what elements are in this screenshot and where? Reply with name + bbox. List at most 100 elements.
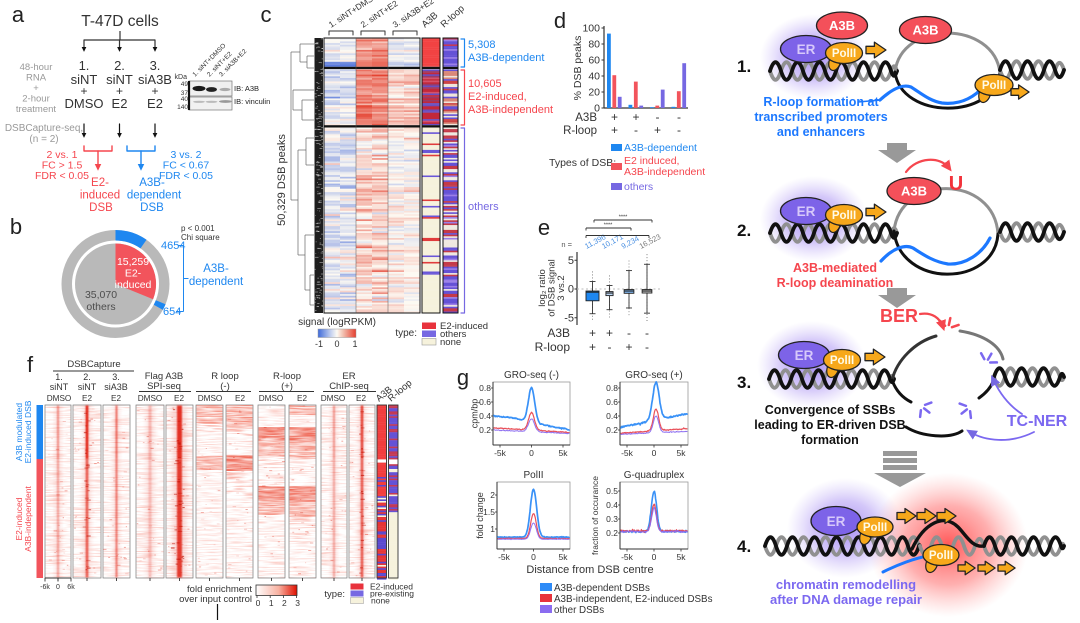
svg-text:E2-induced DSB: E2-induced DSB	[23, 400, 33, 463]
svg-text:5k: 5k	[677, 552, 687, 562]
svg-text:ER: ER	[797, 42, 816, 57]
svg-text:siA3B: siA3B	[138, 72, 172, 87]
svg-text:others: others	[86, 301, 115, 313]
svg-text:E2: E2	[82, 394, 92, 403]
svg-text:E2: E2	[235, 394, 245, 403]
svg-text:and enhancers: and enhancers	[777, 125, 865, 139]
svg-text:T-47D cells: T-47D cells	[81, 13, 159, 30]
svg-text:A3B-dependent: A3B-dependent	[624, 142, 697, 154]
svg-text:48-hour: 48-hour	[20, 62, 53, 73]
svg-text:80: 80	[588, 39, 600, 51]
svg-text:FDR < 0.05: FDR < 0.05	[159, 170, 213, 182]
svg-text:g: g	[457, 365, 469, 390]
svg-text:0.4: 0.4	[606, 500, 618, 510]
svg-text:PolII: PolII	[832, 48, 856, 60]
svg-text:n =: n =	[561, 240, 572, 249]
svg-text:E2: E2	[147, 96, 163, 111]
svg-text:-5k: -5k	[494, 448, 507, 458]
svg-text:induced: induced	[80, 190, 120, 202]
svg-text:ER: ER	[342, 371, 355, 382]
svg-text:5k: 5k	[559, 552, 569, 562]
svg-text:2.: 2.	[737, 221, 751, 240]
svg-text:Flag A3B: Flag A3B	[145, 371, 184, 382]
svg-text:fraction of occurance: fraction of occurance	[590, 476, 600, 555]
svg-text:A3B-independent, E2-induced DS: A3B-independent, E2-induced DSBs	[554, 594, 713, 605]
svg-text:1: 1	[269, 598, 274, 608]
svg-text:A3B-independent: A3B-independent	[468, 104, 553, 116]
svg-text:IB: vinculin: IB: vinculin	[234, 97, 270, 106]
svg-text:10,605: 10,605	[468, 78, 502, 90]
svg-text:DSB: DSB	[140, 202, 164, 214]
svg-text:1: 1	[490, 524, 495, 534]
svg-text:2-hour: 2-hour	[22, 94, 49, 105]
svg-text:Types of DSB:: Types of DSB:	[549, 157, 616, 169]
svg-text:R-loop formation at: R-loop formation at	[763, 95, 879, 109]
svg-text:3.: 3.	[737, 373, 751, 392]
svg-text:GRO-seq (+): GRO-seq (+)	[625, 370, 683, 381]
svg-text:type:: type:	[395, 328, 417, 339]
svg-text:0.8: 0.8	[606, 383, 618, 393]
svg-text:1.: 1.	[737, 57, 751, 76]
svg-text:50,329 DSB peaks: 50,329 DSB peaks	[276, 134, 288, 226]
svg-text:-5k: -5k	[621, 552, 634, 562]
svg-text:+: +	[611, 110, 618, 124]
svg-text:-: -	[656, 110, 660, 124]
svg-text:DMSO: DMSO	[198, 394, 223, 403]
svg-text:type:: type:	[324, 589, 345, 600]
svg-text:ChIP-seq: ChIP-seq	[329, 381, 369, 392]
svg-text:0: 0	[652, 552, 657, 562]
svg-text:0: 0	[256, 598, 261, 608]
svg-text:A3B-: A3B-	[203, 263, 229, 275]
svg-text:b: b	[10, 214, 22, 239]
svg-text:PolII: PolII	[982, 80, 1006, 92]
svg-text:E2-: E2-	[125, 268, 142, 280]
svg-text:A3B: A3B	[547, 326, 570, 340]
svg-text:1: 1	[352, 339, 357, 349]
svg-text:-: -	[645, 326, 649, 340]
svg-text:E2-: E2-	[91, 177, 109, 189]
svg-text:+: +	[589, 340, 596, 354]
svg-text:siNT: siNT	[71, 72, 98, 87]
svg-text:kDa: kDa	[175, 74, 188, 81]
svg-text:0: 0	[334, 339, 339, 349]
svg-text:A3B-independent: A3B-independent	[624, 166, 705, 178]
svg-text:40: 40	[588, 71, 600, 83]
svg-text:+: +	[654, 123, 661, 137]
svg-text:E2: E2	[111, 394, 121, 403]
svg-text:G-quadruplex: G-quadruplex	[624, 470, 685, 481]
svg-text:formation: formation	[801, 433, 859, 447]
svg-text:0.2: 0.2	[606, 425, 618, 435]
svg-text:+: +	[625, 340, 632, 354]
svg-text:0.3: 0.3	[606, 514, 618, 524]
svg-text:-: -	[677, 110, 681, 124]
svg-text:others: others	[468, 201, 499, 213]
svg-text:A3B-: A3B-	[139, 177, 165, 189]
svg-text:2: 2	[282, 598, 287, 608]
svg-text:TC-NER: TC-NER	[1007, 413, 1068, 430]
svg-text:R-loop: R-loop	[563, 125, 597, 137]
svg-text:3 vs.2: 3 vs.2	[556, 275, 567, 300]
svg-text:0: 0	[531, 552, 536, 562]
svg-text:+: +	[80, 84, 87, 98]
svg-text:d: d	[554, 8, 566, 33]
svg-text:A3B: A3B	[912, 23, 938, 38]
svg-text:100: 100	[582, 23, 600, 35]
svg-text:E2-induced: E2-induced	[370, 582, 413, 592]
svg-text:A3B: A3B	[575, 112, 597, 124]
svg-text:40: 40	[181, 96, 189, 103]
svg-text:R-loop: R-loop	[273, 371, 301, 382]
svg-text:after DNA damage repair: after DNA damage repair	[770, 592, 922, 607]
svg-text:0.5: 0.5	[606, 486, 618, 496]
svg-text:3.: 3.	[150, 58, 161, 73]
svg-text:transcribed promoters: transcribed promoters	[754, 110, 887, 124]
svg-text:c: c	[261, 2, 272, 27]
svg-text:dependent: dependent	[189, 276, 244, 288]
svg-text:A3B-mediated: A3B-mediated	[793, 261, 877, 275]
svg-text:-6k: -6k	[40, 584, 50, 591]
svg-text:2 vs. 1: 2 vs. 1	[47, 149, 78, 161]
svg-text:fold change: fold change	[475, 492, 485, 539]
svg-text:none: none	[371, 596, 390, 606]
svg-text:siNT: siNT	[50, 382, 69, 392]
svg-text:DMSO: DMSO	[138, 394, 163, 403]
svg-text:+: +	[589, 326, 596, 340]
